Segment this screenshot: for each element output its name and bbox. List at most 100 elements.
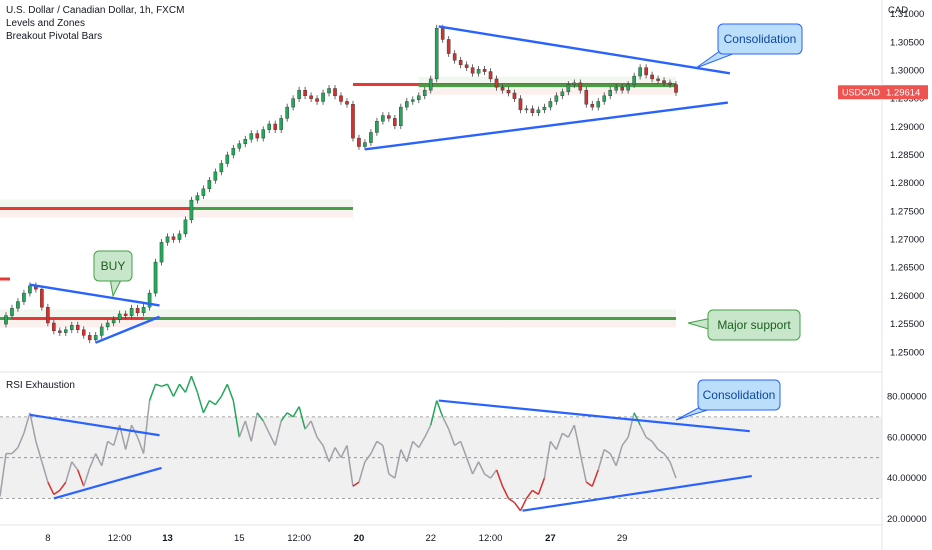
candle bbox=[542, 106, 547, 111]
candle bbox=[452, 53, 457, 61]
candle bbox=[117, 313, 122, 320]
price-tick-label: 1.25000 bbox=[890, 347, 924, 358]
candle bbox=[99, 326, 104, 336]
candle bbox=[261, 129, 266, 139]
rsi-segment bbox=[310, 420, 318, 438]
rsi-segment bbox=[645, 436, 653, 442]
candle bbox=[69, 325, 74, 330]
price-tick-label: 1.28000 bbox=[890, 178, 924, 189]
candle bbox=[351, 104, 355, 139]
rsi-segment bbox=[591, 469, 599, 487]
price-trendline[interactable] bbox=[364, 101, 729, 151]
rsi-segment bbox=[513, 502, 522, 512]
candle bbox=[291, 98, 295, 108]
rsi-segment bbox=[621, 436, 629, 446]
candle bbox=[177, 233, 182, 240]
rsi-indicator-label[interactable]: RSI Exhaustion bbox=[6, 380, 75, 391]
rsi-segment bbox=[340, 445, 348, 459]
rsi-segment bbox=[579, 453, 588, 483]
candle bbox=[255, 133, 260, 139]
rsi-segment bbox=[442, 416, 450, 430]
price-panel[interactable] bbox=[0, 24, 731, 344]
rsi-segment bbox=[477, 461, 486, 475]
price-tick-label: 1.25500 bbox=[890, 319, 924, 330]
price-axis[interactable]: CAD1.310001.305001.300001.295001.290001.… bbox=[838, 5, 928, 358]
candle bbox=[135, 308, 140, 314]
consolidation-callout-rsi: Consolidation bbox=[675, 379, 781, 421]
rsi-axis[interactable]: 80.00000 60.00000 40.00000 20.00000 bbox=[887, 391, 927, 524]
rsi-segment bbox=[47, 481, 55, 495]
candle bbox=[333, 88, 337, 97]
candle bbox=[369, 132, 373, 143]
candle bbox=[608, 89, 613, 97]
rsi-segment bbox=[418, 436, 426, 448]
rsi-segment bbox=[274, 420, 282, 446]
time-axis[interactable]: 8 12:00 13 15 12:00 20 22 12:00 27 29 bbox=[45, 533, 627, 544]
rsi-trendline[interactable] bbox=[438, 399, 750, 433]
candle bbox=[590, 104, 595, 108]
candle bbox=[40, 288, 44, 308]
buy-callout: BUY bbox=[93, 250, 133, 298]
candle bbox=[279, 118, 283, 130]
candle bbox=[219, 163, 224, 173]
candle bbox=[500, 87, 505, 91]
rsi-segment bbox=[657, 448, 665, 455]
candle bbox=[482, 69, 487, 72]
rsi-panel[interactable] bbox=[0, 375, 882, 512]
rsi-segment bbox=[256, 412, 264, 422]
price-trendline[interactable] bbox=[95, 315, 160, 344]
rsi-segment bbox=[71, 461, 79, 471]
consolidation-callout-rsi-text: Consolidation bbox=[703, 388, 776, 402]
candle bbox=[52, 322, 56, 332]
rsi-tick-label: 60.00000 bbox=[887, 432, 927, 443]
candle bbox=[87, 335, 92, 341]
rsi-segment bbox=[627, 412, 635, 438]
candle bbox=[237, 143, 242, 149]
rsi-trendline[interactable] bbox=[29, 413, 160, 437]
price-trendline[interactable] bbox=[438, 25, 731, 75]
rsi-segment bbox=[190, 375, 199, 393]
symbol-tag[interactable] bbox=[838, 85, 882, 100]
time-tick-label: 8 bbox=[45, 533, 50, 544]
price-tick-label: 1.29000 bbox=[890, 122, 924, 133]
rsi-segment bbox=[525, 489, 534, 499]
candle bbox=[249, 133, 254, 140]
rsi-segment bbox=[651, 440, 659, 450]
candle bbox=[578, 82, 583, 91]
candle bbox=[476, 69, 481, 74]
rsi-segment bbox=[352, 481, 360, 487]
candle bbox=[16, 301, 20, 309]
candle bbox=[620, 87, 624, 91]
time-tick-label: 12:00 bbox=[108, 533, 132, 544]
rsi-trendline[interactable] bbox=[522, 474, 752, 512]
rsi-segment bbox=[124, 424, 133, 450]
candle bbox=[28, 285, 32, 294]
rsi-segment bbox=[244, 420, 252, 442]
rsi-tick-label: 40.00000 bbox=[887, 473, 927, 484]
candle bbox=[626, 84, 630, 91]
candle bbox=[183, 219, 188, 235]
rsi-segment bbox=[436, 400, 444, 418]
rsi-segment bbox=[430, 400, 438, 426]
rsi-segment bbox=[100, 441, 109, 467]
rsi-trendline[interactable] bbox=[53, 466, 162, 500]
rsi-segment bbox=[172, 383, 181, 397]
rsi-segment bbox=[0, 453, 7, 497]
chart-legend: U.S. Dollar / Canadian Dollar, 1h, FXCM … bbox=[6, 4, 184, 43]
candle bbox=[309, 95, 313, 99]
rsi-segment bbox=[142, 400, 151, 454]
rsi-segment bbox=[166, 383, 175, 397]
major-support-callout-text: Major support bbox=[717, 318, 791, 332]
rsi-segment bbox=[280, 412, 288, 422]
price-trendline[interactable] bbox=[29, 283, 160, 307]
candle bbox=[10, 308, 14, 316]
rsi-segment bbox=[508, 497, 515, 504]
rsi-segment bbox=[406, 441, 414, 462]
indicator-levels-zones[interactable]: Levels and Zones bbox=[6, 18, 85, 29]
rsi-segment bbox=[202, 400, 211, 414]
candle bbox=[614, 87, 618, 91]
indicator-breakout-bars[interactable]: Breakout Pivotal Bars bbox=[6, 31, 103, 42]
candle bbox=[225, 154, 230, 164]
candle bbox=[458, 60, 463, 66]
